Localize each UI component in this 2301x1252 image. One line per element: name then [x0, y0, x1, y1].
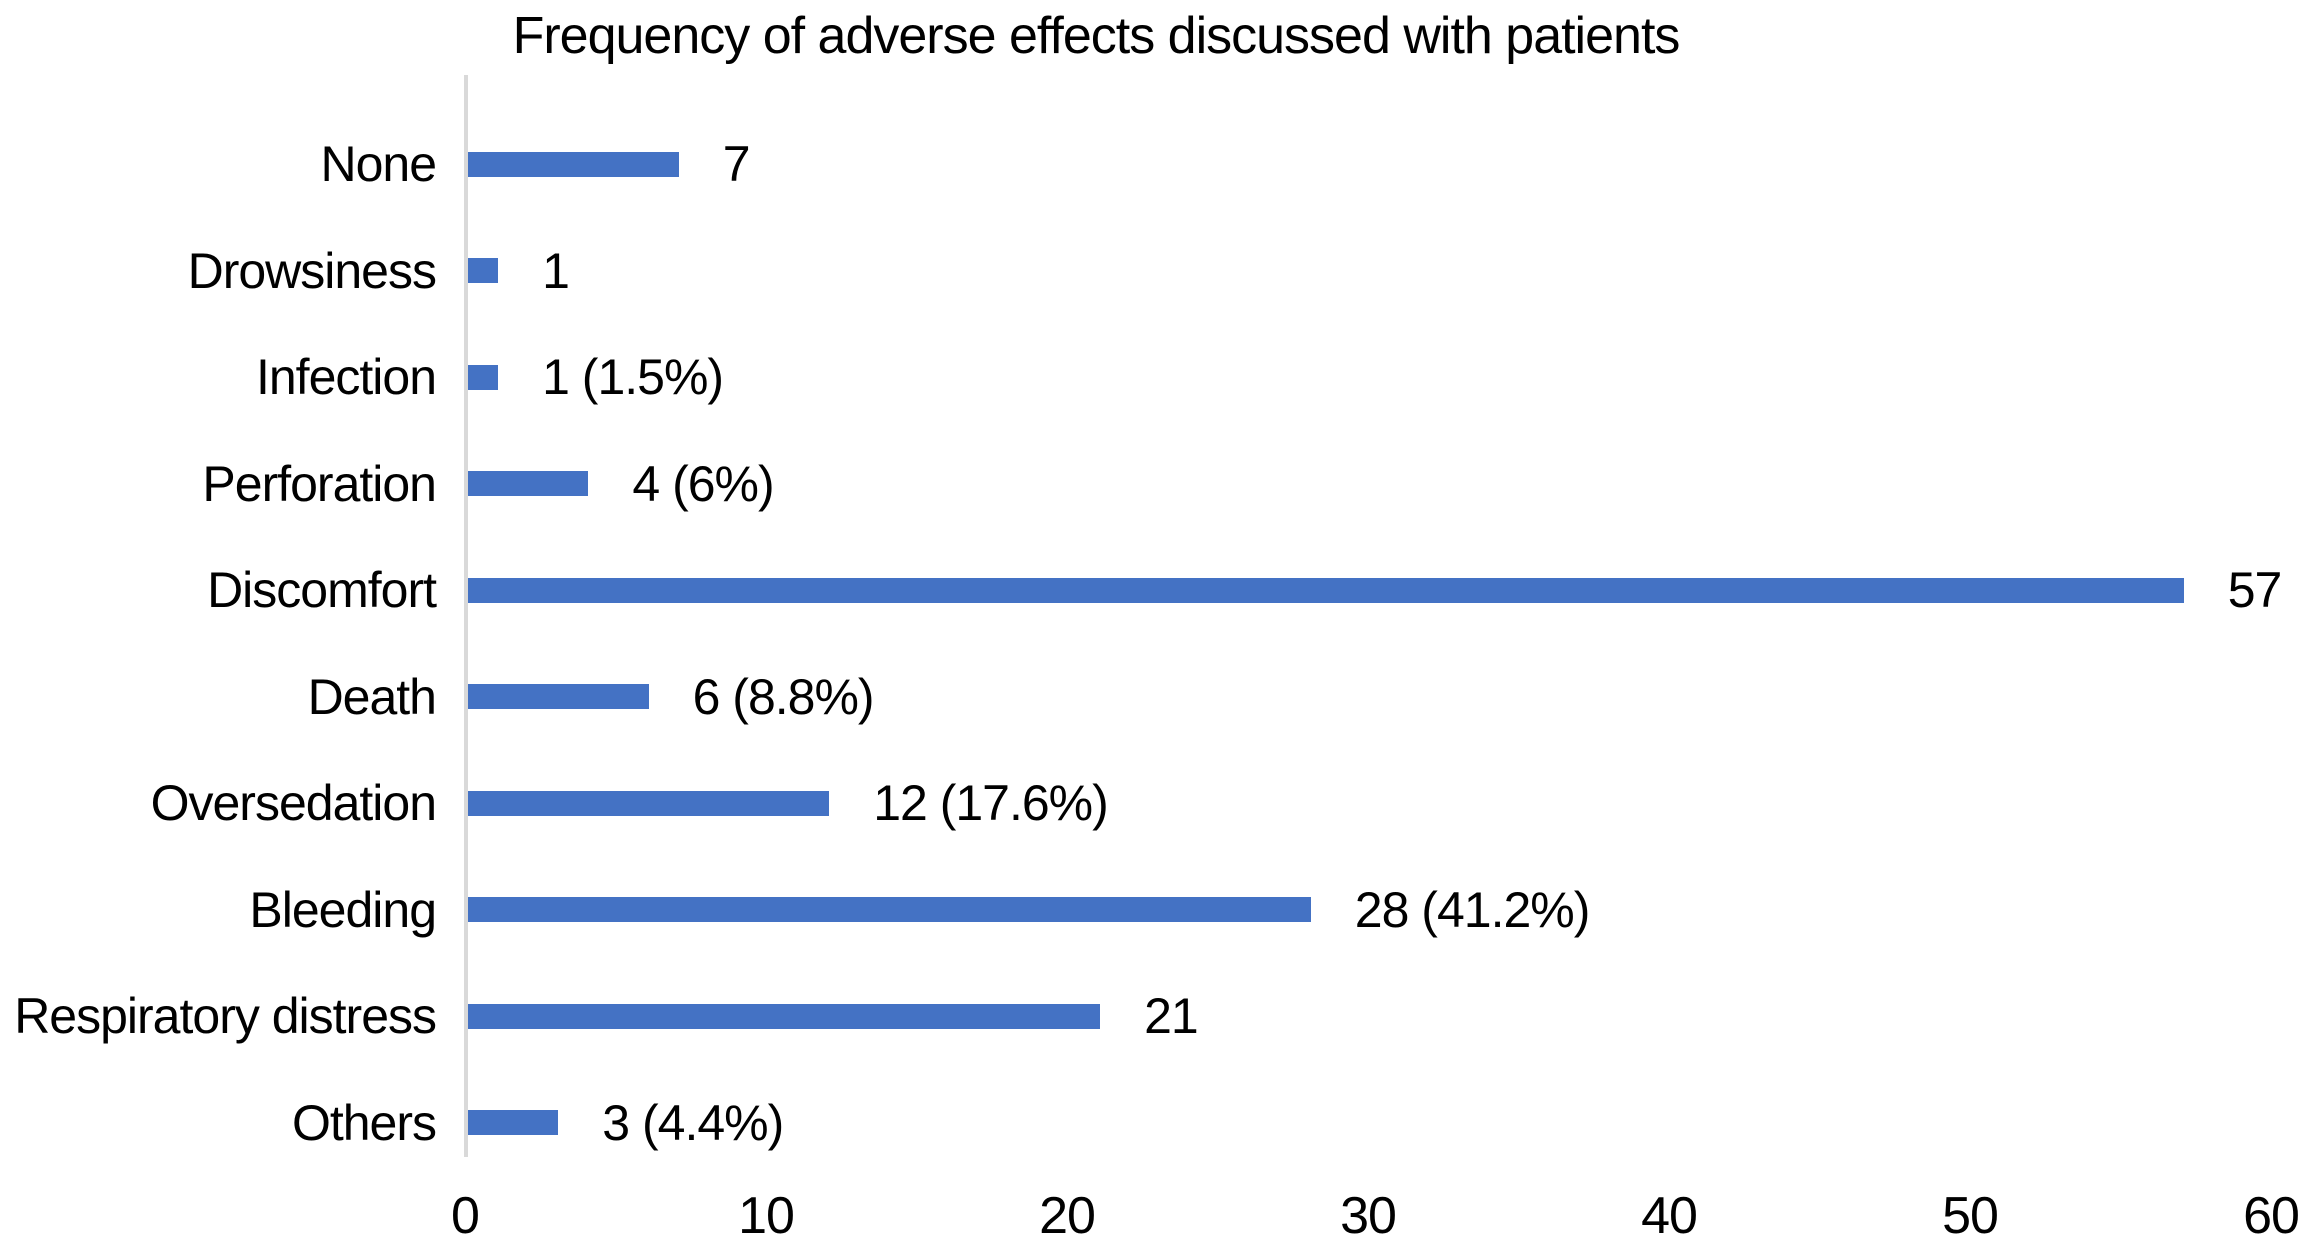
value-label-others: 3 (4.4%) [602, 1094, 784, 1151]
x-tick-label-30: 30 [1340, 1187, 1397, 1245]
category-axis-line [464, 75, 468, 1157]
x-tick-label-20: 20 [1039, 1187, 1096, 1245]
bar-perforation [468, 471, 589, 496]
value-label-drowsiness: 1 [542, 242, 570, 299]
value-label-respiratory-distress: 21 [1144, 988, 1199, 1044]
x-tick-label-50: 50 [1942, 1187, 1999, 1245]
category-label-perforation: Perforation [202, 455, 437, 512]
category-label-drowsiness: Drowsiness [187, 242, 437, 299]
category-label-oversedation: Oversedation [150, 775, 437, 831]
category-label-discomfort: Discomfort [207, 562, 437, 618]
category-label-infection: Infection [255, 349, 437, 405]
bar-none [468, 151, 679, 177]
bar-bleeding [468, 897, 1311, 922]
bar-infection [468, 364, 499, 390]
bar-others [468, 1110, 559, 1135]
bar-discomfort [468, 577, 2184, 603]
x-tick-label-0: 0 [451, 1187, 480, 1245]
category-label-others: Others [291, 1094, 437, 1151]
value-label-oversedation: 12 (17.6%) [873, 775, 1109, 831]
x-tick-label-10: 10 [738, 1187, 795, 1245]
value-label-none: 7 [722, 136, 751, 192]
value-label-bleeding: 28 (41.2%) [1354, 881, 1591, 938]
value-label-infection: 1 (1.5%) [542, 349, 724, 405]
x-tick-label-40: 40 [1641, 1187, 1698, 1245]
value-label-perforation: 4 (6%) [632, 455, 774, 512]
value-label-death: 6 (8.8%) [692, 668, 875, 725]
bar-respiratory-distress [468, 1003, 1101, 1029]
value-label-discomfort: 57 [2227, 562, 2283, 618]
category-label-none: None [320, 136, 437, 192]
bar-death [468, 684, 649, 709]
category-label-death: Death [307, 668, 437, 725]
bar-oversedation [468, 790, 830, 816]
bar-drowsiness [468, 258, 499, 283]
category-label-bleeding: Bleeding [249, 881, 437, 938]
category-label-respiratory-distress: Respiratory distress [14, 988, 437, 1044]
chart-title: Frequency of adverse effects discussed w… [512, 7, 1681, 65]
x-tick-label-60: 60 [2243, 1187, 2300, 1245]
